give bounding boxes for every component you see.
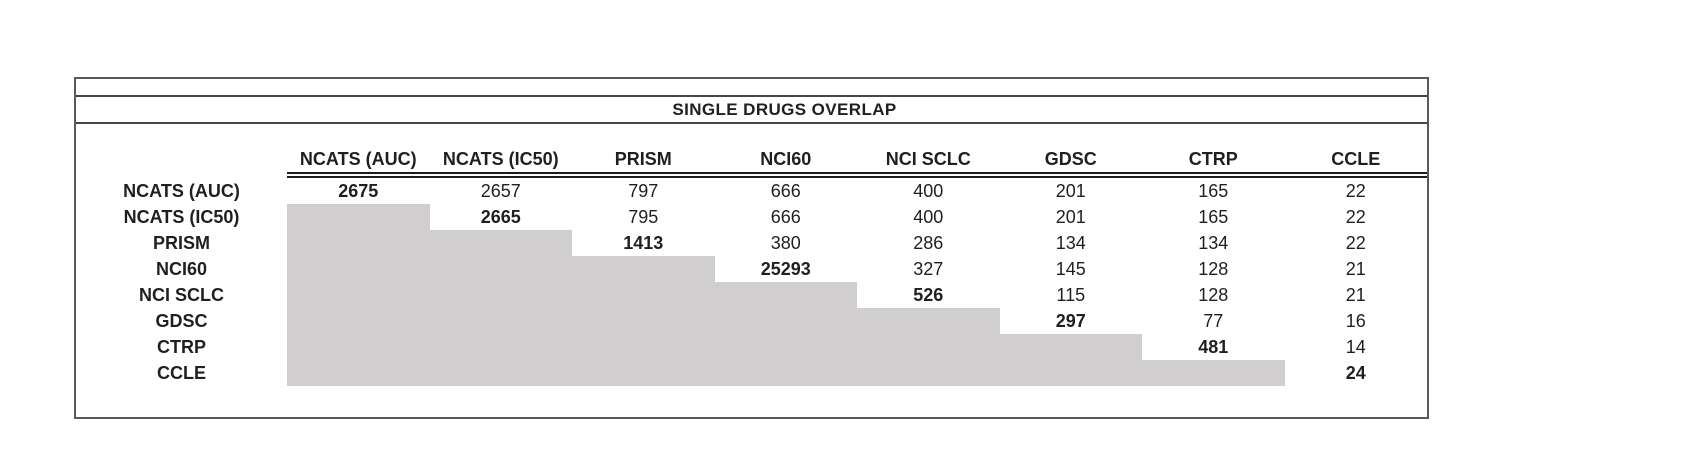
matrix-cell-prism-x-nci60: 380 [770,233,801,253]
matrix-cell-prism-x-ncats-auc [287,230,430,256]
matrix-cell-ncats-ic50-x-ctrp: 165 [1198,207,1229,227]
matrix-cell-ctrp-x-nci-sclc [857,334,1000,360]
matrix-cell-ccle-x-ctrp [1142,360,1285,386]
table-title: SINGLE DRUGS OVERLAP [672,99,897,119]
matrix-cell-gdsc-x-ncats-auc [287,308,430,334]
column-header-ccle: CCLE [1331,149,1381,169]
matrix-cell-ccle-x-nci60 [714,360,857,386]
matrix-cell-ncats-auc-x-ctrp: 165 [1198,181,1229,201]
column-header-nci60: NCI60 [760,149,812,169]
column-header-ncats-auc: NCATS (AUC) [299,149,417,169]
matrix-cell-nci-sclc-x-nci60 [714,282,857,308]
matrix-cell-nci-sclc-x-ncats-auc [287,282,430,308]
matrix-cell-nci-sclc-x-ncats-ic50 [429,282,572,308]
matrix-cell-ncats-ic50-x-nci60: 666 [770,207,801,227]
matrix-cell-prism-x-prism: 1413 [623,233,664,253]
matrix-cell-prism-x-ccle: 22 [1345,233,1366,253]
matrix-cell-prism-x-ctrp: 134 [1198,233,1229,253]
matrix-cell-ccle-x-gdsc [999,360,1142,386]
matrix-cell-ctrp-x-nci60 [714,334,857,360]
single-drugs-overlap-table: SINGLE DRUGS OVERLAP NCATS (AUC) NCATS (I… [74,77,1429,419]
matrix-cell-nci60-x-prism [572,256,715,282]
column-header-ctrp: CTRP [1188,149,1238,169]
matrix-cell-nci60-x-gdsc: 145 [1055,259,1086,279]
matrix-cell-ncats-auc-x-ccle: 22 [1345,181,1366,201]
row-header-ncats-auc: NCATS (AUC) [123,181,240,201]
overlap-matrix: NCATS (AUC) NCATS (IC50) PRISM NCI60 NCI SCL… [76,146,1427,386]
matrix-cell-nci-sclc-x-prism [572,282,715,308]
matrix-cell-gdsc-x-ctrp: 77 [1203,311,1224,331]
matrix-cell-ccle-x-prism [572,360,715,386]
matrix-cell-nci-sclc-x-gdsc: 115 [1056,285,1086,305]
header-double-rule [287,172,1427,178]
matrix-cell-gdsc-x-nci-sclc [857,308,1000,334]
matrix-cell-ccle-x-ncats-ic50 [429,360,572,386]
matrix-cell-ctrp-x-ncats-ic50 [429,334,572,360]
matrix-cell-ccle-x-nci-sclc [857,360,1000,386]
row-header-nci-sclc: NCI SCLC [139,285,224,305]
matrix-cell-ncats-auc-x-nci60: 666 [770,181,801,201]
row-header-ncats-ic50: NCATS (IC50) [123,207,240,227]
matrix-cell-nci-sclc-x-ccle: 21 [1345,285,1366,305]
row-header-ctrp: CTRP [157,337,206,357]
matrix-cell-prism-x-nci-sclc: 286 [913,233,944,253]
matrix-cell-ccle-x-ccle: 24 [1345,363,1366,383]
matrix-cell-gdsc-x-ncats-ic50 [429,308,572,334]
matrix-cell-ncats-ic50-x-ccle: 22 [1345,207,1366,227]
matrix-cell-gdsc-x-ccle: 16 [1345,311,1366,331]
column-header-gdsc: GDSC [1044,149,1097,169]
matrix-cell-ncats-auc-x-gdsc: 201 [1055,181,1086,201]
table-top-spacer-row [76,79,1427,97]
matrix-cell-ctrp-x-ctrp: 481 [1198,337,1229,357]
matrix-cell-ncats-ic50-x-nci-sclc: 400 [913,207,944,227]
matrix-cell-nci60-x-ctrp: 128 [1198,259,1229,279]
row-header-nci60: NCI60 [155,259,208,279]
matrix-cell-ncats-auc-x-prism: 797 [628,181,659,201]
column-header-nci-sclc: NCI SCLC [885,149,971,169]
table-title-row: SINGLE DRUGS OVERLAP [76,97,1427,124]
matrix-cell-ctrp-x-ncats-auc [287,334,430,360]
column-header-prism: PRISM [614,149,672,169]
matrix-cell-ctrp-x-gdsc [999,334,1142,360]
matrix-cell-nci60-x-ncats-auc [287,256,430,282]
matrix-cell-gdsc-x-gdsc: 297 [1055,311,1086,331]
matrix-cell-nci-sclc-x-ctrp: 128 [1198,285,1229,305]
matrix-cell-prism-x-ncats-ic50 [429,230,572,256]
row-header-gdsc: GDSC [155,311,208,331]
corner-cell [76,146,287,172]
matrix-cell-ccle-x-ncats-auc [287,360,430,386]
matrix-cell-ctrp-x-ccle: 14 [1345,337,1366,357]
row-header-ccle: CCLE [157,363,206,383]
matrix-cell-ncats-auc-x-ncats-ic50: 2657 [480,181,521,201]
matrix-cell-nci60-x-nci60: 25293 [760,259,811,279]
column-header-ncats-ic50: NCATS (IC50) [442,149,559,169]
matrix-cell-nci60-x-ncats-ic50 [429,256,572,282]
matrix-cell-nci-sclc-x-nci-sclc: 526 [913,285,944,305]
matrix-cell-ctrp-x-prism [572,334,715,360]
matrix-cell-ncats-ic50-x-gdsc: 201 [1055,207,1086,227]
matrix-cell-ncats-auc-x-ncats-auc: 2675 [338,181,379,201]
matrix-cell-gdsc-x-prism [572,308,715,334]
table-body-area: NCATS (AUC) NCATS (IC50) PRISM NCI60 NCI SCL… [76,124,1427,386]
matrix-cell-ncats-ic50-x-ncats-ic50: 2665 [480,207,521,227]
matrix-cell-ncats-ic50-x-prism: 795 [628,207,659,227]
matrix-cell-nci60-x-nci-sclc: 327 [913,259,944,279]
matrix-cell-nci60-x-ccle: 21 [1345,259,1366,279]
matrix-cell-gdsc-x-nci60 [714,308,857,334]
matrix-cell-ncats-ic50-x-ncats-auc [287,204,430,230]
matrix-cell-ncats-auc-x-nci-sclc: 400 [913,181,944,201]
matrix-cell-prism-x-gdsc: 134 [1055,233,1086,253]
row-header-prism: PRISM [152,233,210,253]
